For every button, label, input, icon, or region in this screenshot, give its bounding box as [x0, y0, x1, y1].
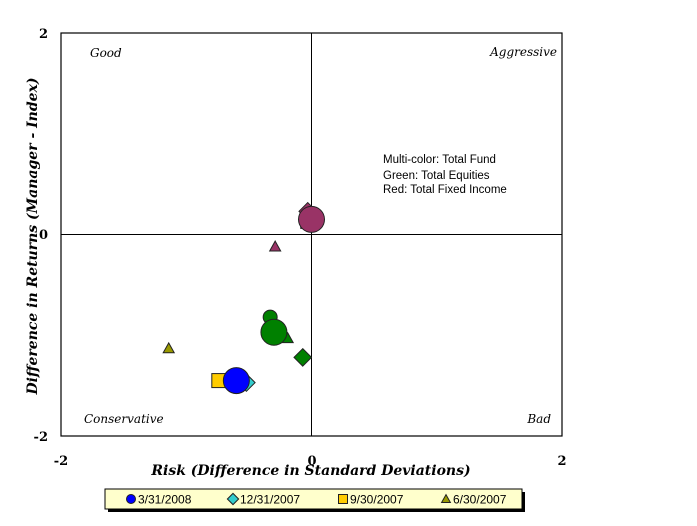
annotation-line-total-fixed-income: Red: Total Fixed Income [383, 184, 507, 196]
legend-marker-12-31-2007 [226, 492, 240, 506]
quadrant-label-conservative: Conservative [84, 412, 164, 426]
y-tick-label-top: 2 [39, 27, 48, 42]
legend-label-9-30-2007: 9/30/2007 [350, 493, 404, 507]
annotation-line-total-fund: Multi-color: Total Fund [383, 154, 496, 166]
y-tick-label-middle: 0 [39, 228, 48, 243]
point-12-31-2007-total-equities [293, 347, 313, 367]
annotation-line-total-equities: Green: Total Equities [383, 170, 490, 182]
legend-label-6-30-2007: 6/30/2007 [453, 493, 507, 507]
point-3-31-2008-total-fixed-income [298, 205, 325, 233]
legend: 3/31/2008 12/31/2007 9/30/2007 6/30/2007 [104, 488, 525, 512]
point-3-31-2008-total-fund [222, 367, 250, 395]
legend-marker-9-30-2007 [338, 494, 348, 504]
x-tick-label-left: -2 [54, 454, 68, 469]
x-tick-label-middle: 0 [307, 454, 316, 469]
y-tick-label-bottom: -2 [34, 430, 48, 445]
y-axis-title: Difference in Returns (Manager - Index) [25, 77, 41, 395]
legend-label-12-31-2007: 12/31/2007 [240, 493, 300, 507]
legend-marker-6-30-2007 [440, 493, 452, 504]
quadrant-labels: Good Aggressive Conservative Bad [84, 45, 557, 426]
x-axis-title: Risk (Difference in Standard Deviations) [150, 463, 470, 479]
axis-ticks: 2 0 -2 -2 0 2 [34, 27, 567, 469]
quadrant-label-good: Good [90, 46, 122, 60]
point-6-30-2007-total-fixed-income [268, 240, 282, 252]
plot-area [60, 32, 563, 437]
quadrant-label-aggressive: Aggressive [489, 45, 557, 59]
point-6-30-2007-total-fund [162, 341, 176, 354]
legend-label-3-31-2008: 3/31/2008 [138, 493, 192, 507]
legend-marker-3-31-2008 [126, 494, 136, 504]
legend-box [104, 488, 523, 510]
data-points [162, 201, 325, 395]
chart-annotation: Multi-color: Total Fund Green: Total Equ… [383, 154, 507, 196]
x-tick-label-right: 2 [557, 454, 566, 469]
point-3-31-2008-total-equities [260, 318, 288, 346]
quadrant-label-bad: Bad [526, 412, 551, 426]
